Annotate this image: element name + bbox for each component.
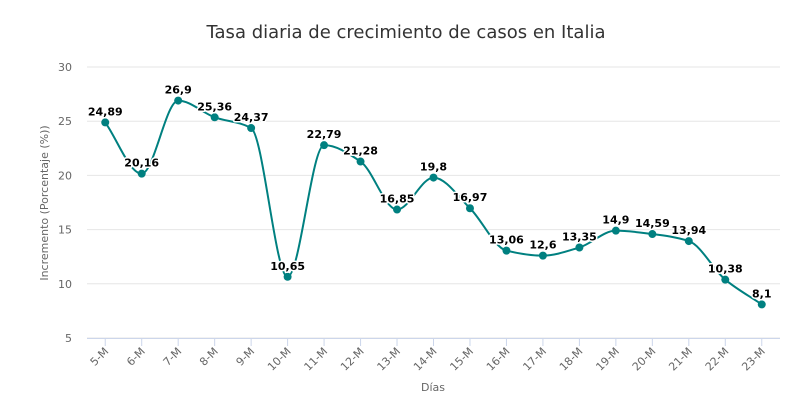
- y-tick-label: 15: [58, 224, 72, 237]
- x-axis-ticks: 5-M 6-M 7-M 8-M 9-M 10-M 11-M 12-M 13-M 14-M 15-M 1…: [88, 338, 768, 374]
- x-tick-label: 13-M: [375, 345, 404, 374]
- data-label: 10,65: [270, 260, 305, 273]
- x-tick-label: 6-M: [124, 345, 148, 369]
- data-label: 8,1: [752, 287, 772, 300]
- gridlines: [87, 66, 780, 339]
- data-point[interactable]: [174, 96, 183, 105]
- y-tick-label: 10: [58, 278, 72, 291]
- data-label: 25,36: [197, 100, 232, 113]
- data-label: 13,35: [562, 230, 597, 243]
- data-point[interactable]: [757, 300, 766, 309]
- data-point[interactable]: [393, 205, 402, 214]
- data-point[interactable]: [283, 272, 292, 281]
- data-point[interactable]: [575, 243, 584, 252]
- data-label: 10,38: [708, 263, 743, 276]
- data-label: 26,9: [165, 84, 192, 97]
- series-line: [104, 99, 763, 306]
- data-label: 24,37: [234, 111, 269, 124]
- data-point[interactable]: [101, 118, 110, 127]
- data-label: 21,28: [343, 145, 378, 158]
- x-tick-label: 15-M: [447, 345, 476, 374]
- y-tick-label: 25: [58, 115, 72, 128]
- x-tick-label: 22-M: [703, 345, 732, 374]
- data-label: 19,8: [420, 161, 447, 174]
- x-tick-label: 7-M: [161, 345, 185, 369]
- x-tick-label: 11-M: [302, 345, 331, 374]
- data-label: 12,6: [529, 239, 556, 252]
- data-point[interactable]: [502, 246, 511, 255]
- y-axis-ticks: 5 10 15 20 25 30: [58, 61, 72, 345]
- data-label: 13,94: [671, 224, 706, 237]
- data-point[interactable]: [538, 251, 547, 260]
- data-point[interactable]: [721, 275, 730, 284]
- data-point[interactable]: [137, 169, 146, 178]
- x-tick-label: 5-M: [88, 345, 112, 369]
- x-tick-label: 10-M: [265, 345, 294, 374]
- data-label: 24,89: [88, 105, 123, 118]
- data-label: 14,9: [602, 214, 629, 227]
- x-tick-label: 19-M: [593, 345, 622, 374]
- x-tick-label: 23-M: [739, 345, 768, 374]
- x-tick-label: 12-M: [338, 345, 367, 374]
- x-tick-label: 9-M: [234, 345, 258, 369]
- y-tick-label: 20: [58, 169, 72, 182]
- data-point[interactable]: [320, 141, 329, 150]
- series-group: [101, 96, 766, 309]
- y-axis-label: Incremento (Porcentaje (%)): [38, 125, 51, 280]
- data-point[interactable]: [648, 230, 657, 239]
- data-label: 20,16: [124, 157, 159, 170]
- data-point[interactable]: [429, 173, 438, 182]
- data-label: 14,59: [635, 217, 670, 230]
- x-tick-label: 21-M: [666, 345, 695, 374]
- y-tick-label: 30: [58, 61, 72, 74]
- data-label: 16,97: [453, 191, 488, 204]
- data-label: 16,85: [380, 193, 415, 206]
- x-tick-label: 16-M: [484, 345, 513, 374]
- data-label: 13,06: [489, 234, 524, 247]
- x-tick-label: 20-M: [630, 345, 659, 374]
- y-tick-label: 5: [65, 332, 72, 345]
- data-point[interactable]: [684, 237, 693, 246]
- data-point[interactable]: [210, 113, 219, 122]
- data-point[interactable]: [611, 226, 620, 235]
- data-point[interactable]: [247, 124, 256, 133]
- data-label: 22,79: [307, 128, 342, 141]
- x-axis-label: Días: [421, 381, 445, 394]
- x-tick-label: 14-M: [411, 345, 440, 374]
- x-tick-label: 17-M: [520, 345, 549, 374]
- chart-title: Tasa diaria de crecimiento de casos en I…: [206, 22, 606, 43]
- data-point[interactable]: [465, 204, 474, 213]
- x-tick-label: 8-M: [197, 345, 221, 369]
- x-tick-label: 18-M: [557, 345, 586, 374]
- data-point[interactable]: [356, 157, 365, 166]
